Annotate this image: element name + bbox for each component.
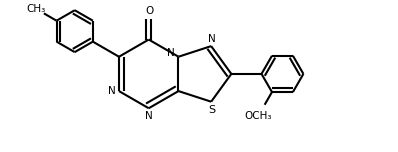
Text: OCH₃: OCH₃ xyxy=(245,111,272,121)
Text: N: N xyxy=(167,48,175,58)
Text: S: S xyxy=(209,105,216,115)
Text: O: O xyxy=(145,6,153,16)
Text: N: N xyxy=(208,34,216,44)
Text: CH₃: CH₃ xyxy=(26,4,45,14)
Text: N: N xyxy=(145,111,152,121)
Text: N: N xyxy=(107,86,115,96)
